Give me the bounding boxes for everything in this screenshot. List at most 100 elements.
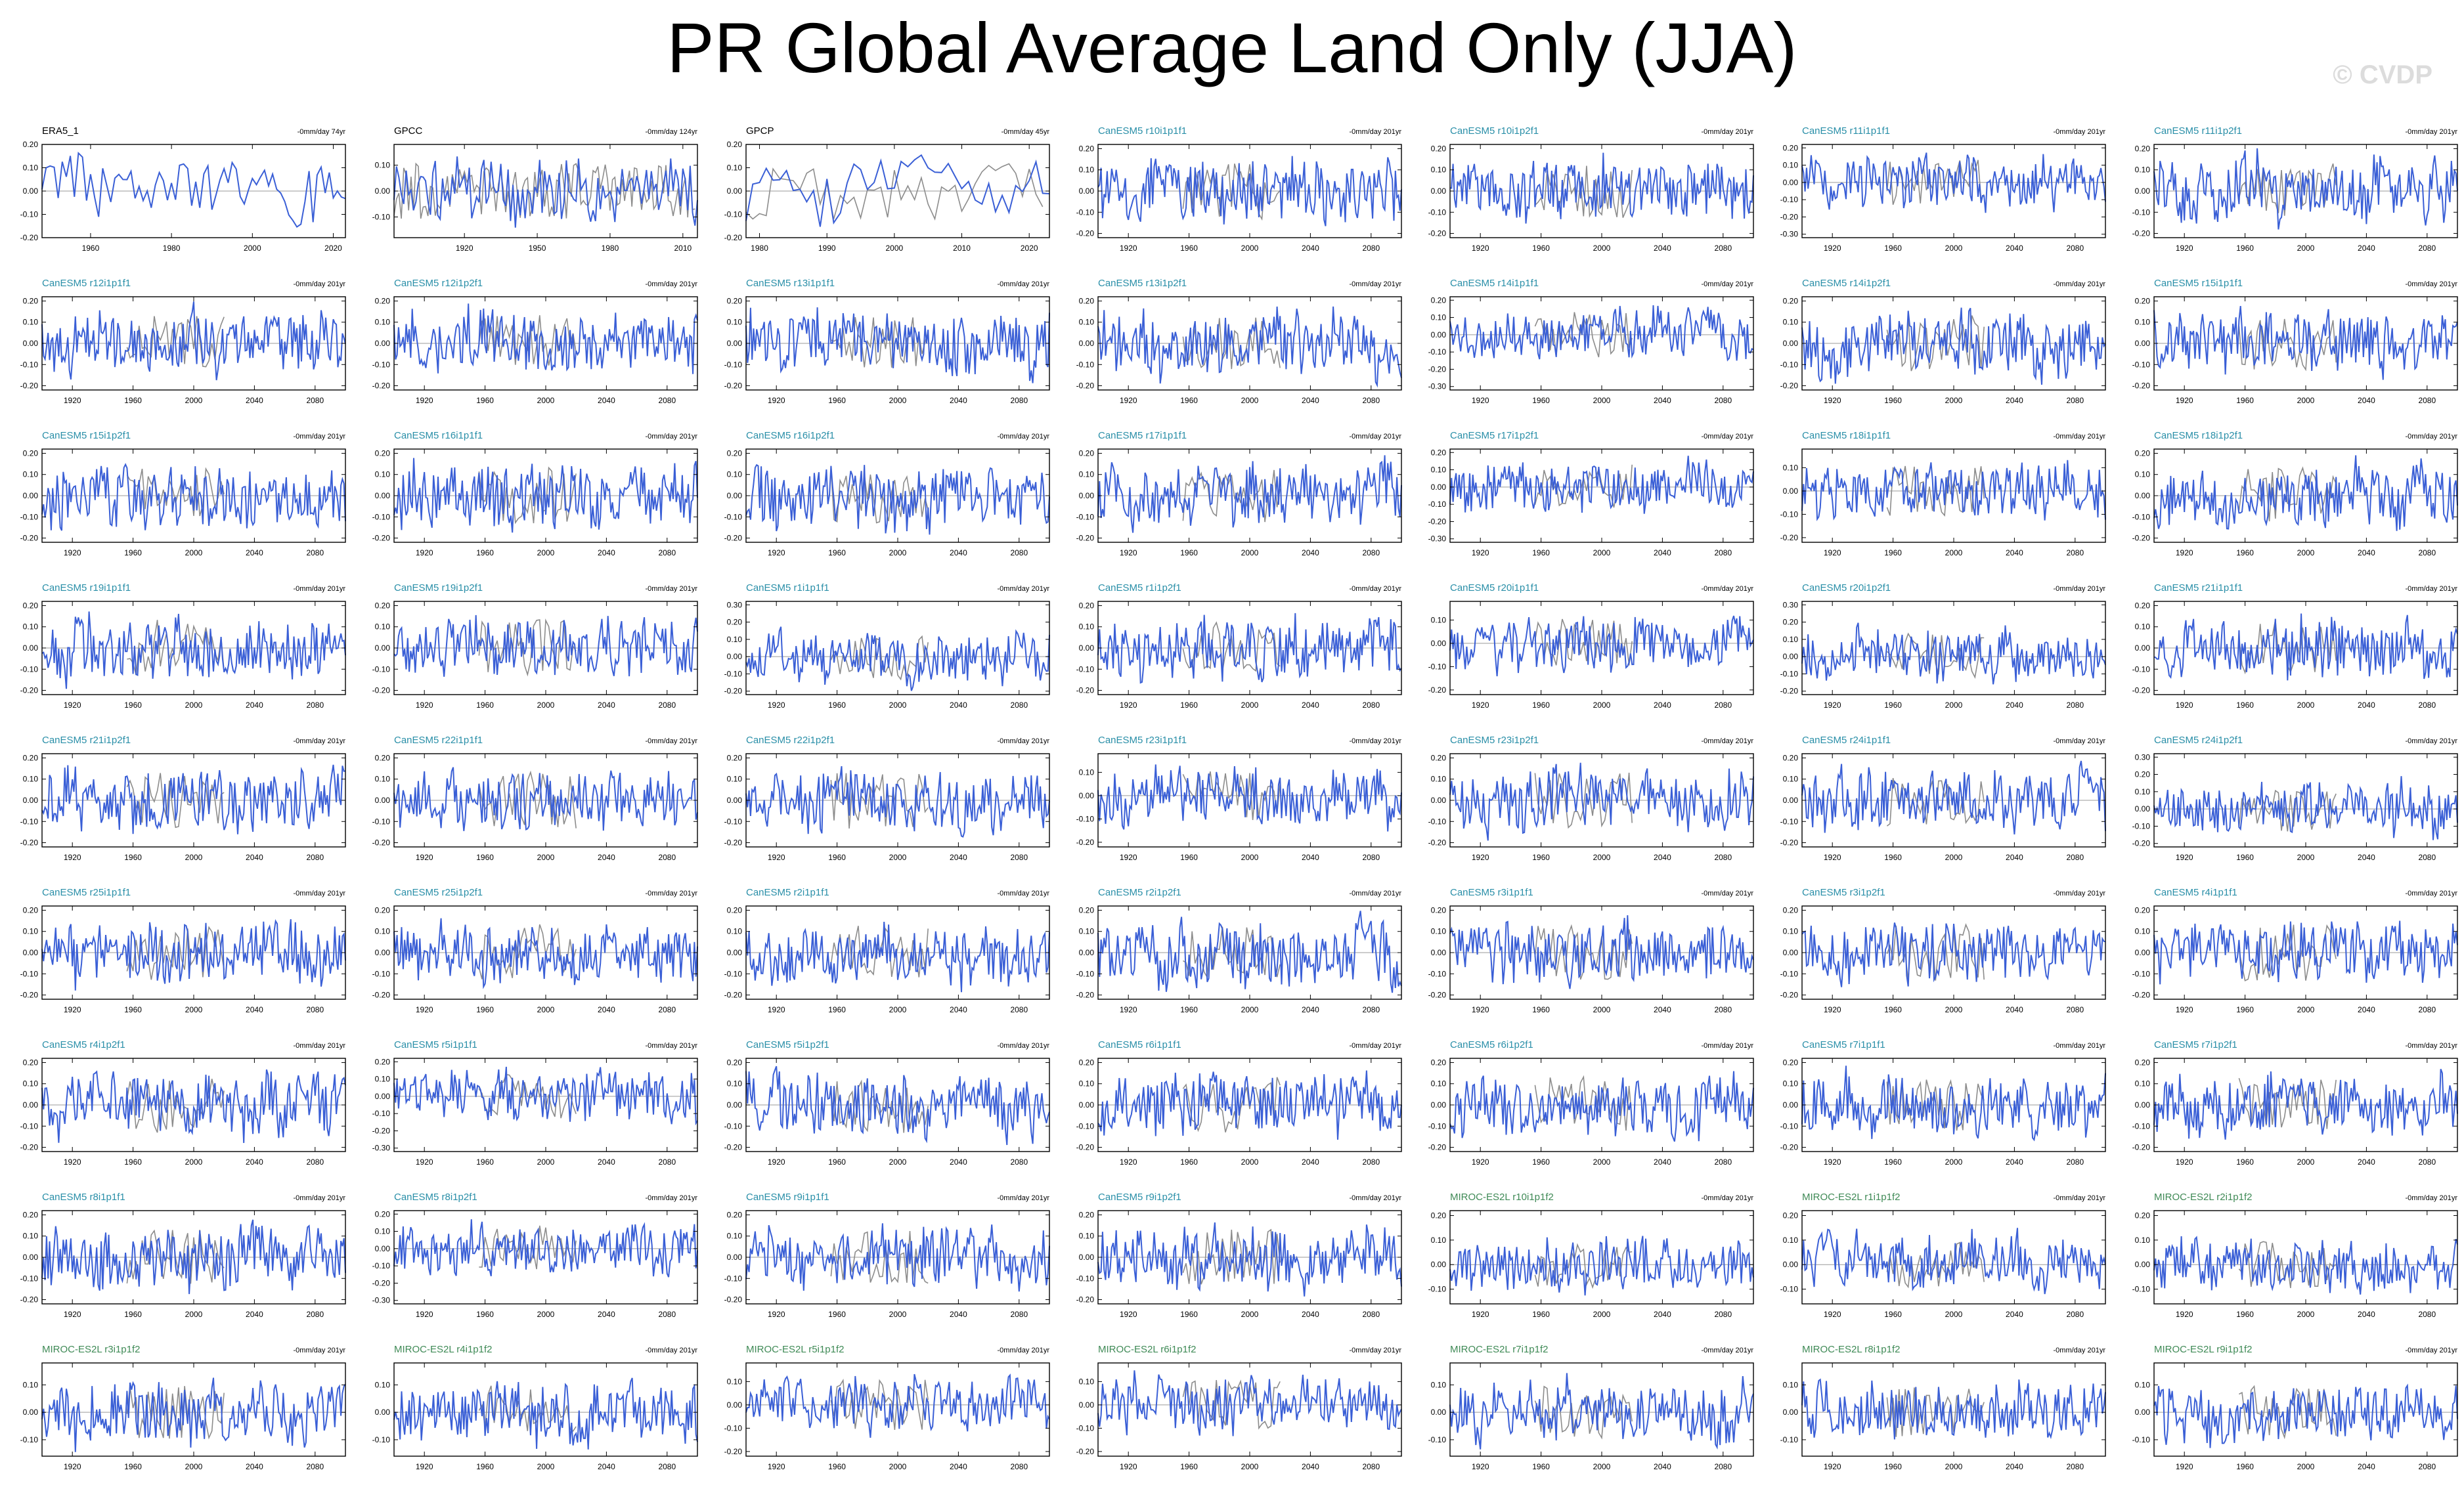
x-tick-label: 1960	[828, 701, 846, 710]
y-tick-label: 0.00	[375, 339, 391, 348]
y-tick-label: 0.30	[727, 600, 743, 609]
trend-label: -0mm/day 201yr	[1702, 585, 1754, 593]
panel-title: GPCP	[746, 125, 774, 137]
x-tick-label: 1960	[1532, 548, 1550, 557]
x-tick-label: 1960	[476, 1157, 494, 1167]
panel-svg: ERA5_1 -0mm/day 74yr 0.20 0.10 0.00 -0.10 -0.2…	[20, 125, 346, 253]
y-tick-label: 0.10	[1431, 1079, 1447, 1089]
y-tick-label: 0.20	[1431, 1058, 1447, 1067]
x-tick-label: 2040	[246, 1005, 263, 1014]
panel-title: CanESM5 r22i1p2f1	[746, 735, 835, 746]
series-line	[1097, 764, 1402, 832]
chart-panel: CanESM5 r14i1p2f1 -0mm/day 201yr 0.20 0.10 0…	[1760, 270, 2112, 423]
x-tick-label: 1920	[416, 396, 433, 405]
panel-svg: CanESM5 r4i1p1f1 -0mm/day 201yr 0.20 0.10 0.…	[2132, 887, 2458, 1014]
x-tick-label: 1960	[1884, 1157, 1902, 1167]
reference-line	[830, 1378, 929, 1430]
panel-title: MIROC-ES2L r7i1p1f2	[1450, 1344, 1549, 1355]
chart-panel: CanESM5 r10i1p1f1 -0mm/day 201yr 0.20 0.10 0…	[1056, 118, 1408, 270]
y-tick-label: 0.10	[1783, 775, 1799, 784]
panel-title: CanESM5 r1i1p1f1	[746, 582, 829, 593]
y-tick-label: -0.10	[20, 512, 39, 521]
x-tick-label: 2080	[2066, 1310, 2084, 1319]
panel-title: CanESM5 r5i1p1f1	[394, 1039, 477, 1050]
panel-svg: CanESM5 r10i1p1f1 -0mm/day 201yr 0.20 0.10 0…	[1076, 125, 1402, 253]
x-tick-label: 1920	[2176, 396, 2193, 405]
panel-title: CanESM5 r3i1p2f1	[1802, 887, 1885, 898]
panel-title: CanESM5 r23i1p1f1	[1098, 735, 1187, 746]
x-tick-label: 2040	[2006, 1462, 2023, 1471]
chart-panel: CanESM5 r5i1p1f1 -0mm/day 201yr 0.20 0.10 0.…	[352, 1032, 704, 1184]
y-tick-label: -0.10	[1780, 1435, 1799, 1444]
x-tick-label: 1960	[1532, 701, 1550, 710]
y-tick-label: -0.20	[1428, 517, 1447, 526]
x-tick-label: 1920	[1472, 1157, 1489, 1167]
x-tick-label: 2000	[1241, 1462, 1259, 1471]
y-tick-label: 0.00	[23, 1253, 39, 1262]
y-tick-label: 0.10	[2135, 622, 2151, 632]
y-tick-label: 0.20	[2135, 448, 2151, 458]
x-tick-label: 2040	[2006, 1310, 2023, 1319]
x-tick-label: 2080	[1714, 1157, 1732, 1167]
y-tick-label: 0.00	[727, 1100, 743, 1110]
panel-title: CanESM5 r25i1p1f1	[42, 887, 131, 898]
y-tick-label: 0.00	[2135, 804, 2151, 813]
x-tick-label: 1960	[476, 1005, 494, 1014]
series-line	[1097, 613, 1402, 684]
x-tick-label: 2000	[1241, 244, 1259, 253]
y-tick-label: 0.20	[375, 1057, 391, 1066]
trend-label: -0mm/day 201yr	[646, 1042, 698, 1050]
panel-svg: CanESM5 r13i1p2f1 -0mm/day 201yr 0.20 0.10 0…	[1076, 278, 1402, 405]
y-tick-label: 0.00	[1079, 339, 1095, 348]
y-tick-label: -0.10	[1428, 1121, 1447, 1131]
x-tick-label: 2000	[889, 1462, 907, 1471]
x-tick-label: 2080	[658, 1462, 676, 1471]
trend-label: -0mm/day 201yr	[998, 585, 1050, 593]
x-tick-label: 1960	[2236, 1157, 2254, 1167]
y-tick-label: -0.10	[2132, 207, 2151, 217]
y-tick-label: 0.00	[1431, 1260, 1447, 1269]
x-tick-label: 2040	[598, 853, 615, 862]
chart-panel: GPCP -0mm/day 45yr 0.20 0.10 0.00 -0.10 -0.20 1…	[704, 118, 1056, 270]
panel-svg: CanESM5 r5i1p1f1 -0mm/day 201yr 0.20 0.10 0.…	[372, 1039, 698, 1167]
y-tick-label: 0.10	[375, 318, 391, 327]
x-tick-label: 1980	[751, 244, 768, 253]
x-tick-label: 1920	[2176, 1157, 2193, 1167]
x-tick-label: 2000	[1945, 396, 1963, 405]
series-line	[1801, 1066, 2106, 1142]
x-tick-label: 2000	[185, 396, 203, 405]
series-line	[393, 615, 698, 677]
x-tick-label: 1960	[1884, 1005, 1902, 1014]
y-tick-label: -0.20	[1780, 838, 1799, 848]
y-tick-label: -0.20	[1076, 1143, 1095, 1152]
y-tick-label: 0.20	[2135, 1211, 2151, 1220]
y-tick-label: 0.10	[23, 1079, 39, 1089]
x-tick-label: 1920	[1472, 1462, 1489, 1471]
x-tick-label: 1960	[1884, 548, 1902, 557]
y-tick-label: 0.00	[1783, 339, 1799, 348]
x-tick-label: 2080	[1010, 396, 1028, 405]
y-tick-label: -0.20	[2132, 381, 2151, 391]
y-tick-label: 0.00	[1079, 643, 1095, 653]
x-tick-label: 2080	[1714, 701, 1732, 710]
x-tick-label: 2040	[598, 1005, 615, 1014]
trend-label: -0mm/day 201yr	[1350, 1042, 1402, 1050]
x-tick-label: 1920	[1120, 548, 1137, 557]
y-tick-label: 0.10	[1783, 318, 1799, 327]
x-tick-label: 2080	[2066, 1157, 2084, 1167]
trend-label: -0mm/day 201yr	[294, 1042, 346, 1050]
y-tick-label: -0.20	[724, 534, 743, 543]
y-tick-label: 0.10	[1431, 165, 1447, 175]
x-tick-label: 1920	[1120, 396, 1137, 405]
panel-title: MIROC-ES2L r8i1p1f2	[1802, 1344, 1901, 1355]
y-tick-label: -0.10	[2132, 1121, 2151, 1131]
y-tick-label: -0.30	[372, 1144, 391, 1153]
y-tick-label: 0.10	[2135, 318, 2151, 327]
x-tick-label: 1920	[768, 548, 785, 557]
x-tick-label: 1920	[416, 1157, 433, 1167]
y-tick-label: 0.10	[1079, 622, 1095, 632]
y-tick-label: -0.20	[1780, 533, 1799, 542]
trend-label: -0mm/day 201yr	[2406, 1042, 2458, 1050]
y-tick-label: 0.10	[1079, 927, 1095, 936]
panel-svg: CanESM5 r15i1p2f1 -0mm/day 201yr 0.20 0.10 0…	[20, 430, 346, 557]
